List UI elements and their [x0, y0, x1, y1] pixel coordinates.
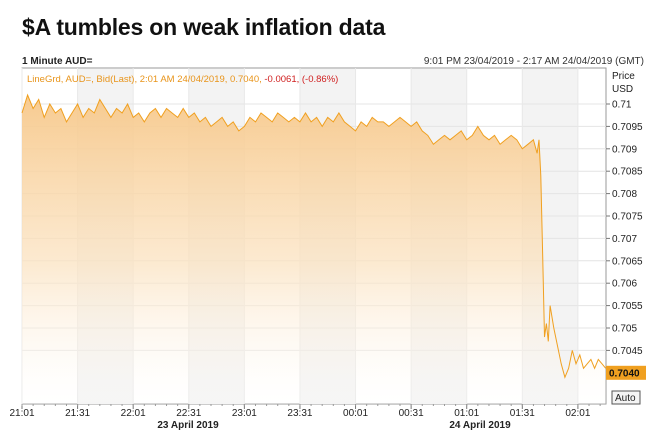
x-tick-label: 01:31 [510, 408, 535, 419]
y-tick-label: 0.7075 [612, 212, 643, 223]
y-tick-label: 0.7065 [612, 256, 643, 267]
y-tick-label: 0.7085 [612, 167, 643, 178]
headline: $A tumbles on weak inflation data [22, 14, 386, 40]
last-price-label: 0.7040 [609, 368, 640, 379]
x-axis: 21:01 21:31 22:01 22:31 23:01 23:31 00:01 00:31… [9, 404, 601, 419]
y-tick-label: 0.709 [612, 144, 637, 155]
y-tick-label: 0.708 [612, 189, 637, 200]
axis-title-usd: USD [612, 84, 633, 95]
time-range-label: 9:01 PM 23/04/2019 - 2:17 AM 24/04/2019 … [424, 56, 644, 67]
date-label-23-april: 23 April 2019 [157, 420, 219, 431]
y-tick-label: 0.7055 [612, 301, 643, 312]
y-tick-label: 0.71 [612, 100, 632, 111]
legend-prefix: LineGrd, AUD=, Bid(Last), 2:01 AM 24/04/… [27, 74, 264, 85]
x-tick-label: 21:31 [65, 408, 90, 419]
y-tick-label: 0.705 [612, 324, 637, 335]
x-tick-label: 02:01 [565, 408, 590, 419]
y-tick-label: 0.7045 [612, 346, 643, 357]
x-tick-label: 22:01 [121, 408, 146, 419]
price-line [21, 93, 607, 379]
x-tick-label: 22:31 [176, 408, 201, 419]
x-tick-label: 00:01 [343, 408, 368, 419]
x-tick-label: 23:01 [232, 408, 257, 419]
auto-button[interactable]: Auto [611, 390, 641, 405]
x-tick-label: 21:01 [9, 408, 34, 419]
instrument-label: 1 Minute AUD= [22, 56, 93, 67]
date-label-24-april: 24 April 2019 [449, 420, 511, 431]
y-axis: 0.71 0.7095 0.709 0.7085 0.708 0.7075 0.707 0.7… [606, 100, 643, 357]
x-tick-label: 00:31 [399, 408, 424, 419]
x-tick-label: 23:31 [287, 408, 312, 419]
legend-change: -0.0061, (-0.86%) [264, 74, 338, 85]
legend: LineGrd, AUD=, Bid(Last), 2:01 AM 24/04/… [27, 74, 338, 85]
last-price-badge [606, 365, 646, 380]
y-tick-label: 0.706 [612, 279, 637, 290]
auto-button-label: Auto [615, 393, 636, 404]
y-tick-label: 0.7095 [612, 122, 643, 133]
axis-title-price: Price [612, 71, 635, 82]
price-area [22, 95, 606, 404]
y-tick-label: 0.707 [612, 234, 637, 245]
x-tick-label: 01:01 [454, 408, 479, 419]
